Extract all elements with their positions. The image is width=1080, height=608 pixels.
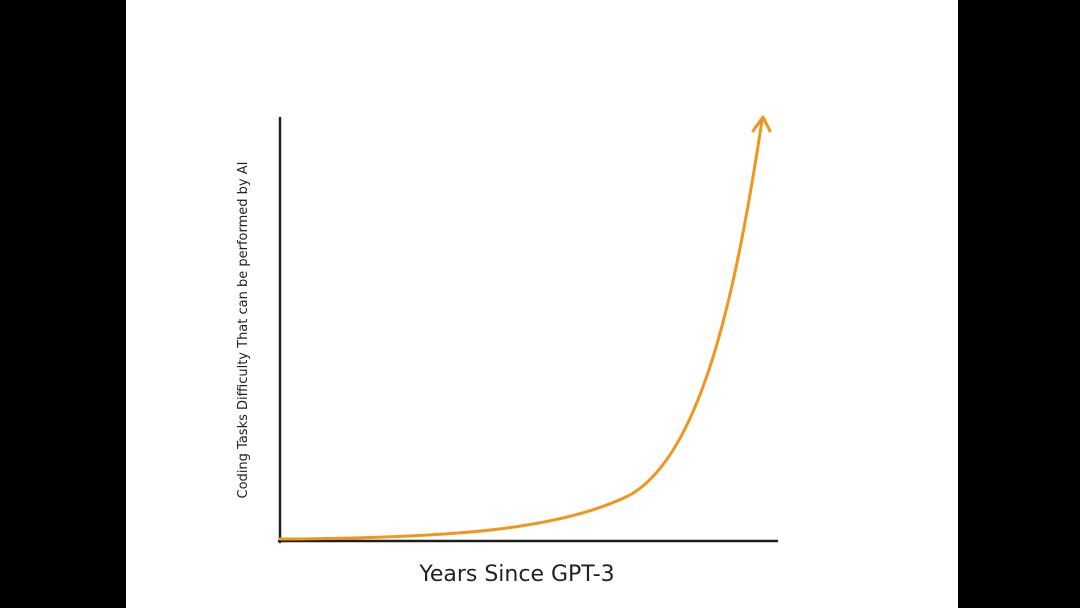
arrow-head [751, 115, 772, 133]
growth-curve [278, 118, 764, 541]
x-axis-label: Years Since GPT-3 [418, 562, 614, 587]
slide [126, 0, 958, 608]
y-axis-label: Coding Tasks Difficulty That can be perf… [236, 162, 251, 499]
